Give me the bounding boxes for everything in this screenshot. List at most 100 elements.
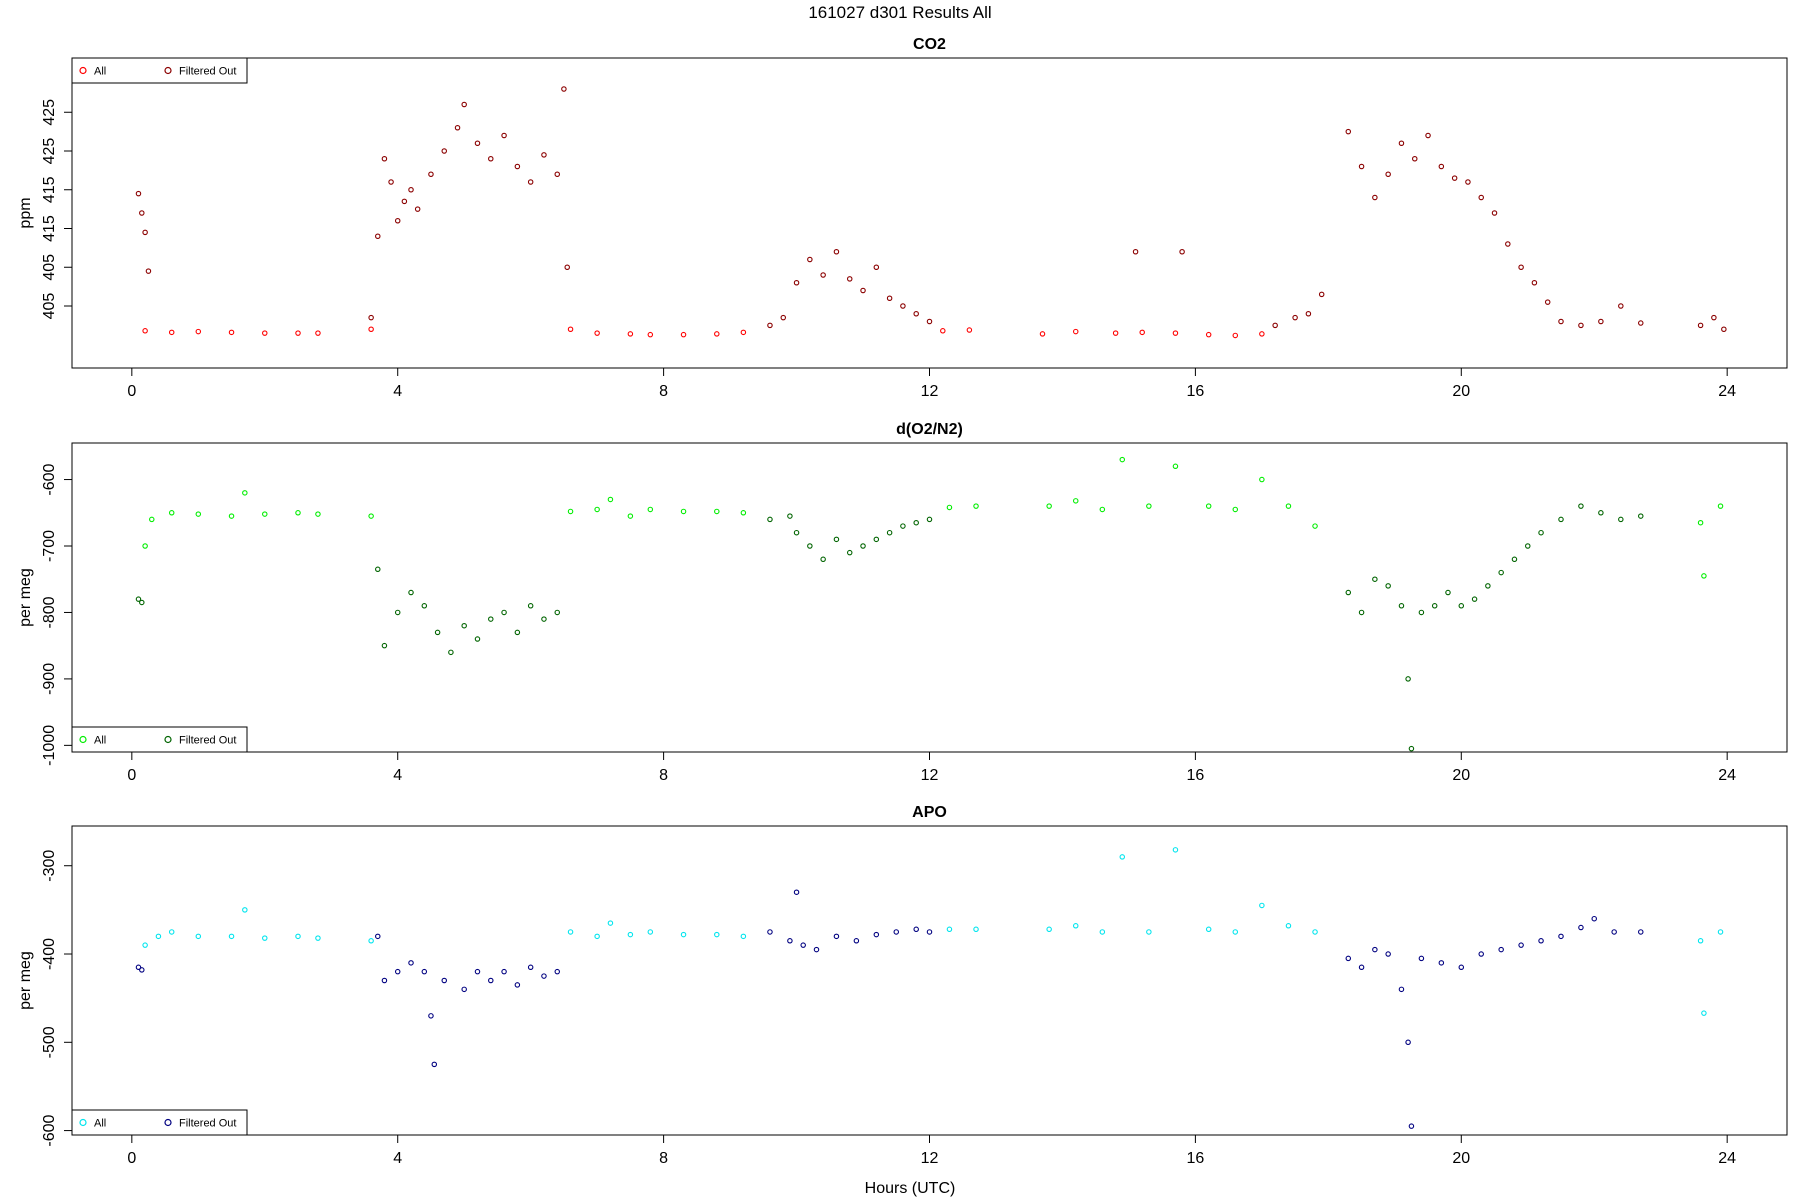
o2n2-all-point [567,508,574,515]
o2n2-legend-marker [164,735,172,744]
co2-filtered-out-point [1272,322,1278,329]
co2-filtered-out-point [368,314,374,321]
co2-x-tick-label: 4 [393,383,402,400]
co2-filtered-out-point [926,318,933,325]
co2-y-tick-label: 405 [41,254,58,281]
apo-all-point [228,933,235,940]
apo-legend-marker [79,1118,87,1127]
o2n2-x-tick-label: 24 [1718,767,1736,784]
apo-all-point [1285,923,1292,929]
apo-filtered-out-point [913,926,919,933]
co2-filtered-out-point [1618,303,1624,309]
o2n2-filtered-out-point [1638,513,1644,519]
apo-filtered-out-point [474,968,481,975]
co2-all-point [1259,331,1265,337]
apo-filtered-out-point [1558,933,1564,940]
co2-filtered-out-point [1345,128,1352,135]
apo-filtered-out-point [381,977,388,984]
apo-filtered-out-point [1418,955,1425,962]
apo-all-point [647,929,654,935]
o2n2-plot-frame [71,442,1788,753]
apo-filtered-out-point [873,931,880,938]
co2-x-tick-label: 0 [127,383,136,400]
o2n2-y-tick-label: -700 [41,530,58,562]
o2n2-all-point [368,513,374,519]
apo-filtered-out-point [926,929,933,935]
o2n2-filtered-out-point [900,523,906,529]
apo-panel-title: APO [912,804,947,821]
co2-filtered-out-point [1451,175,1458,181]
co2-filtered-out-point [381,156,388,162]
co2-filtered-out-point [501,132,507,139]
apo-filtered-out-point [767,929,773,935]
apo-legend: All Filtered Out [71,1109,248,1136]
co2-all-point [315,330,321,336]
co2-filtered-out-point [139,210,145,216]
o2n2-filtered-out-point [474,636,481,642]
co2-filtered-out-point [135,190,142,197]
o2n2-filtered-out-point [807,543,813,549]
o2n2-all-point [315,511,321,517]
apo-all-point [315,935,321,941]
apo-filtered-out-point [441,977,447,984]
o2n2-x-tick-label: 0 [127,767,136,784]
apo-all-point [295,933,301,940]
co2-legend: All Filtered Out [71,57,248,84]
o2n2-filtered-out-point [1458,603,1465,609]
o2n2-filtered-out-point [375,566,381,573]
o2n2-filtered-out-point [541,616,547,622]
o2n2-all-point [594,506,600,513]
apo-all-point [1099,929,1106,935]
co2-filtered-out-point [1412,156,1418,162]
co2-filtered-out-point [1598,318,1604,325]
o2n2-all-point [1697,519,1704,526]
co2-filtered-out-point [820,272,826,278]
o2n2-filtered-out-point [767,516,773,523]
o2n2-filtered-out-point [488,616,494,622]
co2-filtered-out-point [873,264,880,270]
o2n2-filtered-out-point [1345,589,1352,596]
co2-filtered-out-point [1491,210,1498,216]
apo-filtered-out-point [554,968,561,975]
apo-filtered-out-point [541,973,547,979]
co2-filtered-out-point [428,171,434,178]
co2-y-tick-label: 415 [41,176,58,203]
o2n2-all-point [647,506,654,513]
co2-filtered-out-point [1544,299,1551,305]
co2-filtered-out-point [1179,249,1185,255]
apo-all-point [594,933,600,940]
o2n2-all-point [1232,506,1239,513]
o2n2-filtered-out-point [1358,609,1365,616]
co2-filtered-out-point [1438,163,1445,170]
co2-filtered-out-point [767,322,773,329]
o2n2-filtered-out-point [434,629,441,636]
apo-filtered-out-point [1398,986,1405,993]
co2-all-point [368,326,374,332]
apo-filtered-out-point [1578,924,1584,931]
o2n2-filtered-out-point [135,596,142,602]
o2n2-filtered-out-point [1538,529,1544,536]
co2-filtered-out-point [461,101,467,108]
apo-filtered-out-point [1518,942,1524,948]
co2-filtered-out-point [1305,310,1312,317]
o2n2-all-point [1046,503,1052,509]
co2-plot-frame [71,57,1788,369]
apo-filtered-out-point [1408,1123,1415,1129]
co2-filtered-out-point [527,179,534,185]
apo-filtered-out-point [1405,1039,1411,1046]
o2n2-filtered-out-point [1558,516,1564,523]
apo-x-tick-label: 8 [659,1150,668,1167]
co2-all-point [1072,328,1079,335]
o2n2-filtered-out-point [1408,745,1415,752]
o2n2-x-tick-label: 12 [921,767,939,784]
o2n2-filtered-out-point [820,556,826,563]
co2-filtered-out-point [1518,264,1524,270]
o2n2-all-point [295,510,301,516]
co2-all-point [1232,332,1239,339]
apo-all-point [567,929,574,935]
o2n2-all-point [740,510,747,516]
apo-filtered-out-point [1458,964,1465,971]
o2n2-all-point [1146,503,1152,509]
apo-all-point [1717,929,1724,935]
